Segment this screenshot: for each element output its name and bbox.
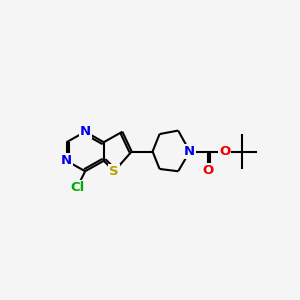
Text: O: O — [219, 145, 230, 158]
Text: N: N — [184, 145, 195, 158]
Text: N: N — [61, 154, 72, 167]
Text: N: N — [80, 125, 91, 138]
Text: O: O — [203, 164, 214, 177]
Text: S: S — [110, 165, 119, 178]
Text: Cl: Cl — [70, 181, 84, 194]
